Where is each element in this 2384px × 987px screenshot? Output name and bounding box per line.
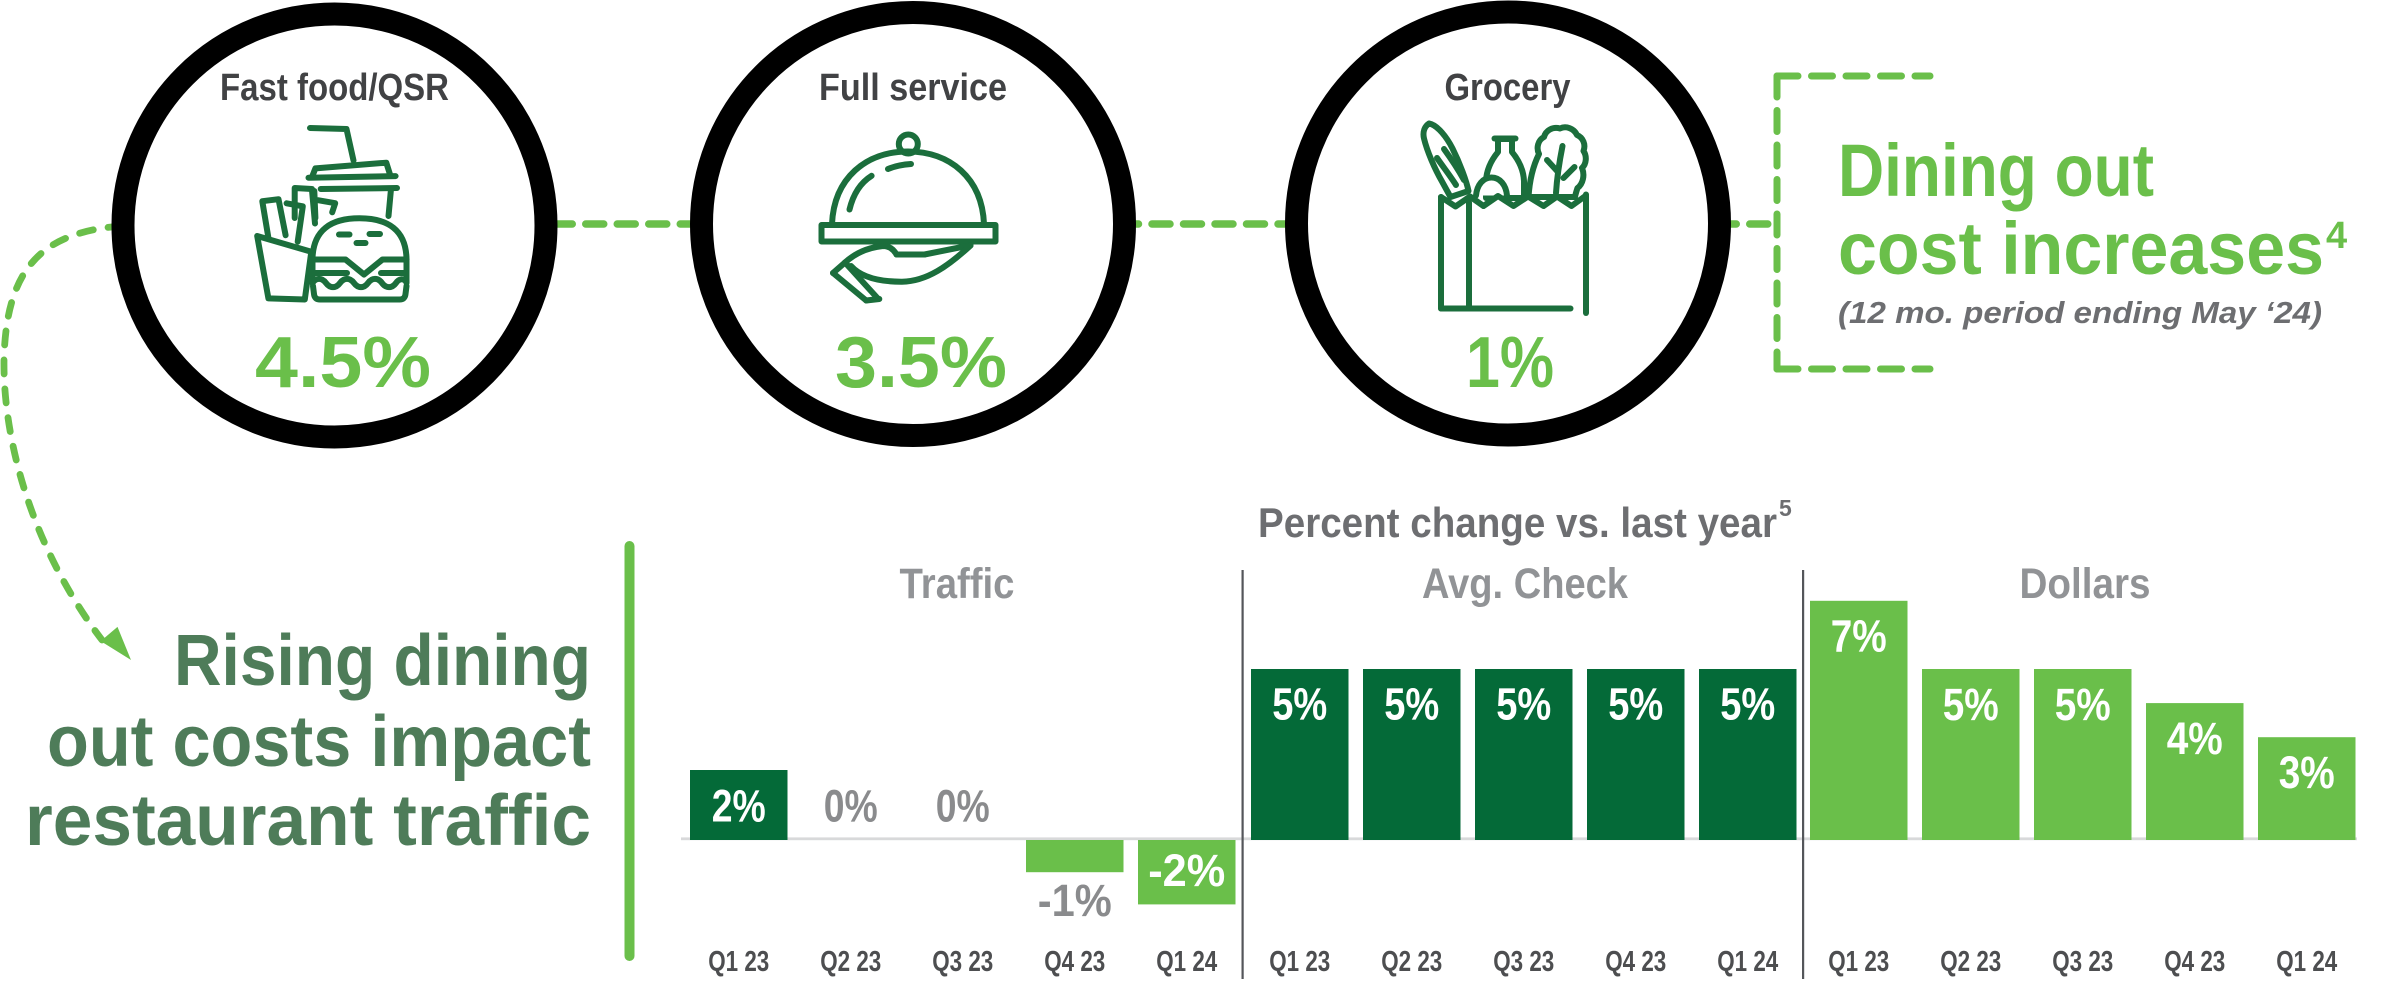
svg-text:Q1 23: Q1 23 [1828, 946, 1889, 978]
svg-text:Full service: Full service [819, 67, 1007, 109]
svg-text:Traffic: Traffic [900, 560, 1015, 608]
svg-text:(12 mo. period ending May ‘24): (12 mo. period ending May ‘24) [1838, 295, 2322, 330]
svg-text:4: 4 [2326, 215, 2347, 257]
svg-text:Q3 23: Q3 23 [1493, 946, 1554, 978]
svg-text:4%: 4% [2167, 713, 2223, 764]
svg-text:5%: 5% [1272, 679, 1327, 730]
svg-text:Rising dining: Rising dining [174, 621, 591, 701]
svg-text:Q2 23: Q2 23 [1381, 946, 1442, 978]
svg-text:Dining out: Dining out [1838, 129, 2154, 212]
svg-text:5%: 5% [1720, 679, 1775, 730]
svg-text:0%: 0% [936, 781, 990, 832]
svg-text:Q3 23: Q3 23 [932, 946, 993, 978]
svg-text:Q4 23: Q4 23 [1044, 946, 1105, 978]
svg-text:Q1 24: Q1 24 [1717, 946, 1778, 978]
svg-text:Avg. Check: Avg. Check [1422, 560, 1628, 608]
svg-text:Q4 23: Q4 23 [1605, 946, 1666, 978]
svg-text:1%: 1% [1466, 323, 1554, 403]
svg-text:7%: 7% [1831, 611, 1887, 662]
svg-text:5%: 5% [1496, 679, 1551, 730]
svg-text:-1%: -1% [1038, 875, 1112, 926]
svg-text:Dollars: Dollars [2020, 560, 2151, 608]
svg-text:Q1 23: Q1 23 [1269, 946, 1330, 978]
svg-text:4.5%: 4.5% [255, 323, 431, 403]
svg-text:0%: 0% [824, 781, 878, 832]
svg-text:3.5%: 3.5% [835, 323, 1007, 403]
svg-text:2%: 2% [712, 781, 766, 832]
svg-text:Q1 24: Q1 24 [1156, 946, 1217, 978]
svg-text:5%: 5% [1608, 679, 1663, 730]
svg-text:Fast food/QSR: Fast food/QSR [220, 67, 449, 109]
svg-text:-2%: -2% [1148, 845, 1225, 896]
svg-text:Percent change vs. last year: Percent change vs. last year [1258, 499, 1777, 546]
svg-text:5%: 5% [1384, 679, 1439, 730]
svg-text:Grocery: Grocery [1445, 67, 1571, 109]
svg-text:out costs impact: out costs impact [47, 702, 591, 782]
svg-text:5%: 5% [1943, 679, 1999, 730]
svg-text:Q3 23: Q3 23 [2052, 946, 2113, 978]
svg-text:3%: 3% [2279, 747, 2335, 798]
svg-text:5%: 5% [2055, 679, 2111, 730]
svg-text:cost increases: cost increases [1838, 207, 2324, 290]
svg-text:Q2 23: Q2 23 [820, 946, 881, 978]
svg-text:5: 5 [1779, 495, 1792, 521]
svg-text:Q4 23: Q4 23 [2164, 946, 2225, 978]
svg-text:Q1 23: Q1 23 [708, 946, 769, 978]
svg-text:Q2 23: Q2 23 [1940, 946, 2001, 978]
svg-text:Q1 24: Q1 24 [2276, 946, 2337, 978]
svg-text:restaurant traffic: restaurant traffic [25, 781, 591, 861]
